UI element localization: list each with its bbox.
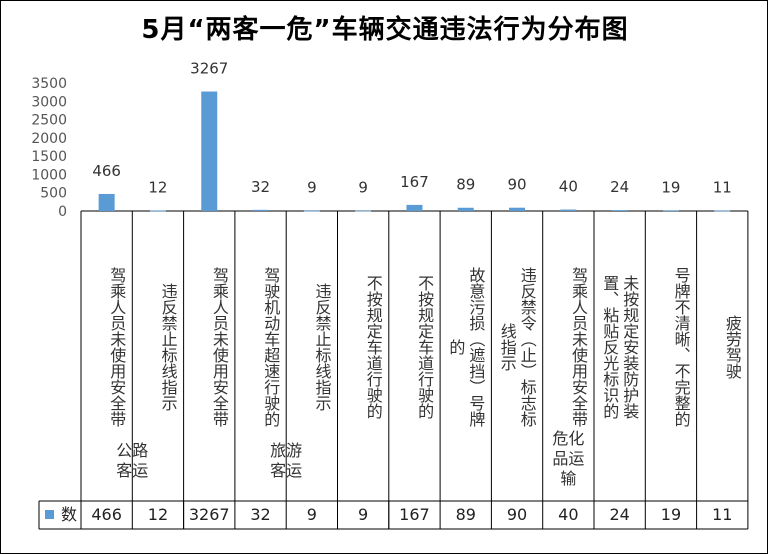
category-label: 驾乘人员未使用安全带 [107, 266, 127, 427]
category-label: 未按规定安装防护装置、粘贴反光标识的 [600, 274, 640, 419]
y-tick-label: 1000 [31, 167, 67, 183]
bar [406, 204, 423, 211]
category-label: 驾驶机动车超速行驶的 [261, 266, 281, 427]
table-value-cell: 32 [250, 505, 271, 524]
group-label: 旅游 客运 [270, 441, 303, 480]
category-label: 号牌不清晰、不完整的 [671, 266, 691, 427]
table-value-cell: 9 [358, 505, 369, 524]
data-label: 167 [400, 173, 429, 191]
y-tick-label: 2000 [31, 131, 67, 147]
legend-swatch [45, 510, 54, 519]
category-label: 驾乘人员未使用安全带 [568, 266, 588, 427]
category-label: 违反禁止标线指示 [158, 282, 178, 411]
data-label: 19 [661, 178, 680, 196]
data-label: 90 [508, 176, 527, 194]
category-label: 违反禁止标线指示 [312, 282, 332, 411]
data-label: 40 [559, 178, 578, 196]
category-label: 故意污损（遮挡）号牌的 [446, 266, 486, 427]
bar [560, 209, 577, 211]
data-label: 3267 [190, 60, 228, 78]
data-label: 32 [251, 178, 270, 196]
data-label: 466 [92, 162, 121, 180]
table-value-cell: 89 [455, 505, 476, 524]
bar [355, 210, 372, 212]
table-value-cell: 90 [506, 505, 528, 524]
y-tick-label: 3000 [31, 94, 67, 110]
bar [252, 209, 269, 211]
category-label: 疲劳驾驶 [722, 314, 742, 379]
category-label: 驾乘人员未使用安全带 [209, 266, 229, 427]
data-label: 24 [610, 178, 629, 196]
bar [509, 207, 526, 211]
table-value-cell: 167 [399, 505, 430, 524]
bar [611, 210, 628, 211]
chart-title: 5月“两客一危”车辆交通违法行为分布图 [141, 15, 629, 45]
bar [662, 210, 679, 212]
group-label: 公路 客运 [116, 441, 149, 480]
bar [201, 91, 218, 211]
table-value-cell: 11 [712, 505, 733, 524]
data-label: 89 [456, 176, 475, 194]
table-value-cell: 40 [558, 505, 579, 524]
table-value-cell: 3267 [188, 505, 230, 524]
table-value-cell: 466 [91, 505, 122, 524]
data-label: 11 [713, 179, 732, 197]
table-value-cell: 12 [147, 505, 169, 524]
y-tick-label: 2500 [31, 113, 67, 129]
bar [98, 193, 115, 211]
bar [149, 210, 166, 212]
data-label: 9 [358, 179, 368, 197]
category-label: 违反禁令（止）标志标线指示 [497, 266, 537, 427]
table-value-cell: 19 [660, 505, 682, 524]
y-tick-label: 500 [40, 186, 67, 202]
y-tick-label: 1500 [31, 149, 67, 165]
group-label: 危化 品运输 [552, 429, 585, 488]
table-value-cell: 24 [609, 505, 630, 524]
y-tick-label: 0 [58, 204, 67, 220]
category-label: 不按规定车道行驶的 [363, 274, 383, 419]
bar [303, 210, 320, 212]
y-tick-label: 3500 [31, 76, 67, 92]
legend-label: 数 [60, 505, 77, 524]
bar [457, 207, 474, 211]
table-value-cell: 9 [306, 505, 317, 524]
data-label: 9 [307, 179, 317, 197]
bar [714, 210, 731, 212]
category-label: 不按规定车道行驶的 [415, 274, 435, 419]
data-label: 12 [148, 179, 167, 197]
